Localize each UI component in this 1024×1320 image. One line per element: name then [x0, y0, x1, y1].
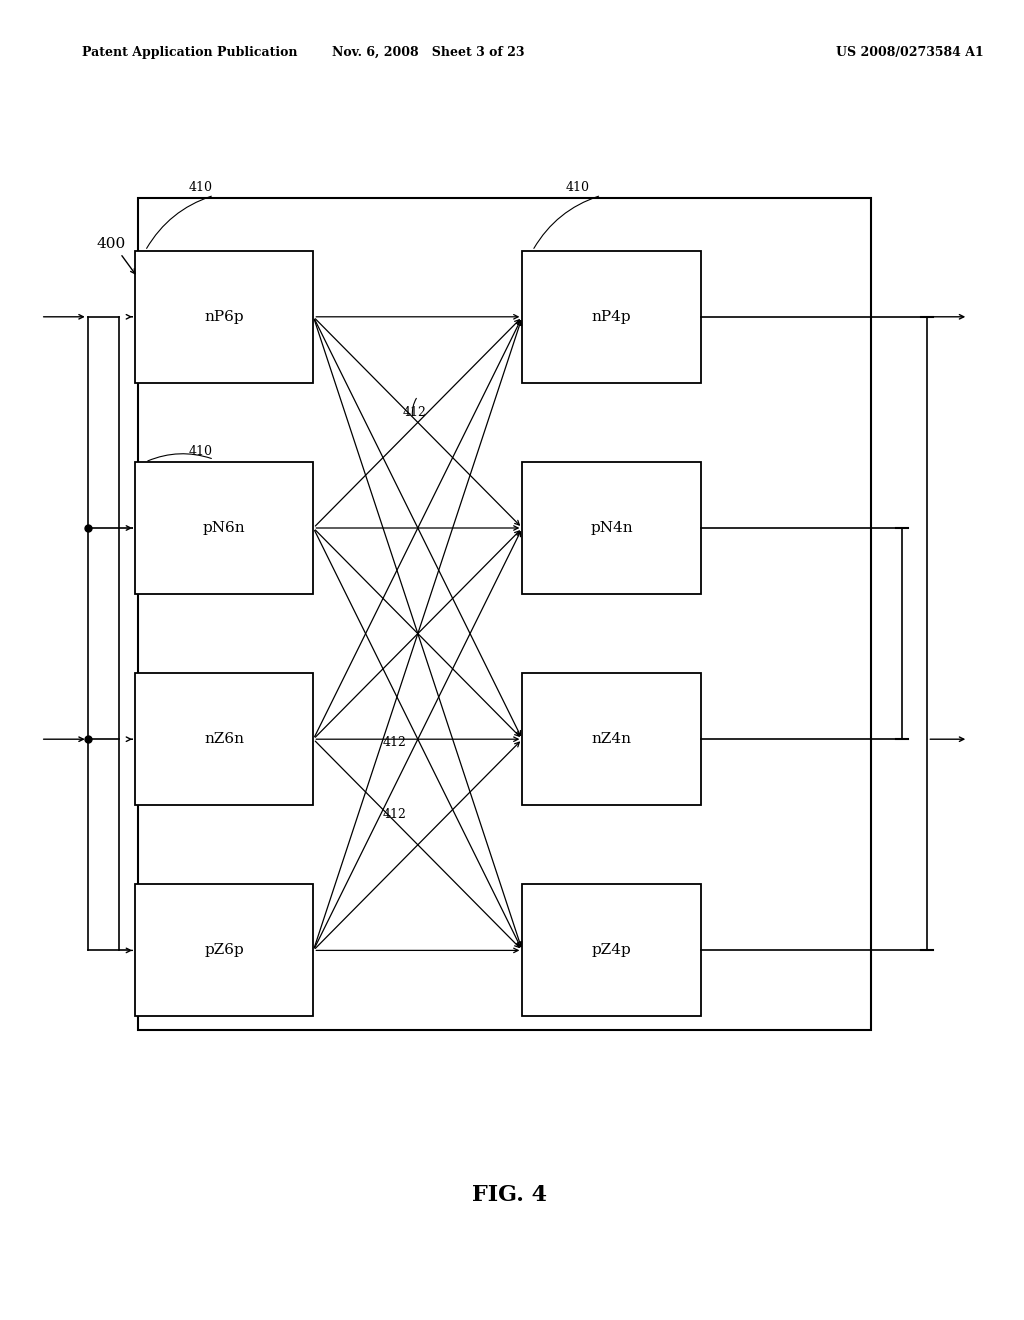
Text: nP6p: nP6p: [205, 310, 244, 323]
FancyBboxPatch shape: [522, 462, 700, 594]
Text: pN6n: pN6n: [203, 521, 246, 535]
Text: 412: 412: [402, 405, 426, 418]
Text: FIG. 4: FIG. 4: [472, 1184, 547, 1205]
Text: 410: 410: [188, 181, 213, 194]
Text: pZ4p: pZ4p: [592, 944, 632, 957]
Text: nZ6n: nZ6n: [204, 733, 244, 746]
Text: pZ6p: pZ6p: [205, 944, 244, 957]
Text: 410: 410: [188, 445, 213, 458]
Text: pN4n: pN4n: [590, 521, 633, 535]
Text: Nov. 6, 2008   Sheet 3 of 23: Nov. 6, 2008 Sheet 3 of 23: [332, 46, 524, 59]
Text: US 2008/0273584 A1: US 2008/0273584 A1: [836, 46, 983, 59]
FancyBboxPatch shape: [522, 884, 700, 1016]
Text: nP4p: nP4p: [592, 310, 631, 323]
Text: 410: 410: [565, 181, 590, 194]
FancyBboxPatch shape: [135, 884, 313, 1016]
FancyBboxPatch shape: [135, 673, 313, 805]
FancyBboxPatch shape: [137, 198, 871, 1030]
FancyBboxPatch shape: [522, 673, 700, 805]
FancyBboxPatch shape: [522, 251, 700, 383]
FancyBboxPatch shape: [135, 462, 313, 594]
Text: Patent Application Publication: Patent Application Publication: [82, 46, 297, 59]
FancyBboxPatch shape: [135, 251, 313, 383]
Text: nZ4n: nZ4n: [592, 733, 632, 746]
Text: 412: 412: [382, 808, 407, 821]
Text: 412: 412: [382, 735, 407, 748]
Text: 400: 400: [97, 238, 126, 251]
